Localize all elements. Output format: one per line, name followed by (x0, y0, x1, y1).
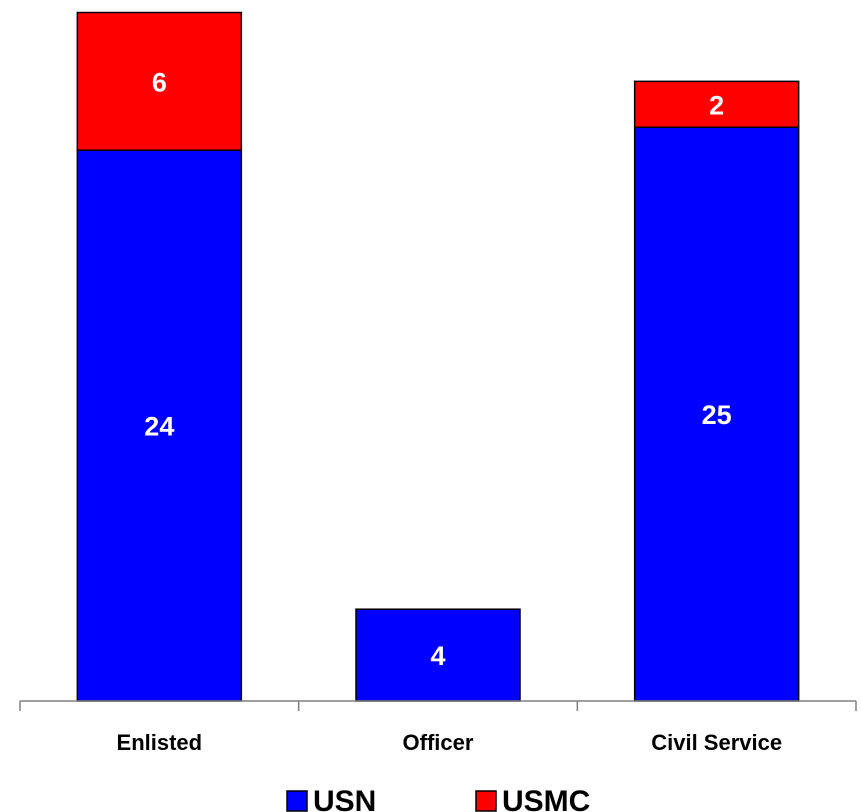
category-label: Officer (403, 730, 474, 755)
legend: USN USMC (286, 785, 590, 812)
legend-label-usmc: USMC (502, 785, 590, 812)
category-labels-group: Enlisted Officer Civil Service (117, 730, 783, 755)
x-axis (19, 700, 857, 711)
data-label: 6 (152, 67, 167, 97)
data-label: 25 (702, 400, 732, 430)
bar-usn-officer (355, 608, 521, 702)
bar-usn-enlisted (76, 149, 243, 702)
bar-usmc-enlisted (76, 11, 243, 151)
legend-swatch-usmc (475, 790, 497, 812)
data-label: 4 (430, 641, 445, 671)
legend-label-usn: USN (313, 785, 376, 812)
data-label: 24 (144, 412, 174, 442)
bars-group (76, 11, 800, 702)
legend-swatch-usn (286, 790, 308, 812)
data-label: 2 (709, 90, 724, 120)
category-label: Civil Service (651, 730, 782, 755)
bar-usmc-civil-service (633, 80, 800, 128)
category-label: Enlisted (117, 730, 203, 755)
data-labels-group: 24 6 4 25 2 (144, 67, 731, 671)
bar-usn-civil-service (633, 126, 800, 702)
